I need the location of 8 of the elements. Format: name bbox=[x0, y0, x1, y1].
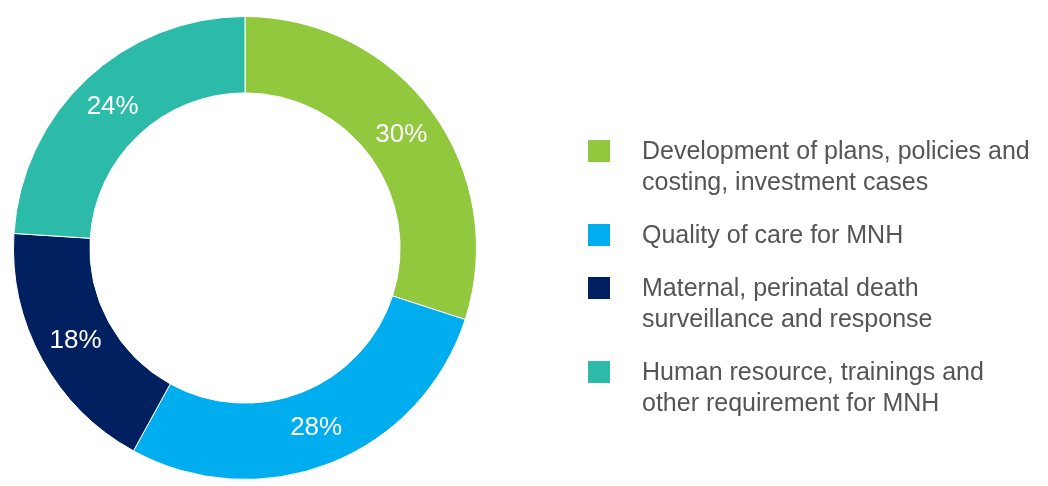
data-label: 24% bbox=[86, 90, 139, 121]
data-label: 30% bbox=[375, 117, 428, 148]
legend-label: Development of plans, policies and costing, investment cases bbox=[642, 135, 1031, 197]
data-label: 18% bbox=[49, 324, 102, 355]
data-label: 28% bbox=[290, 410, 343, 441]
legend-label: Human resource, trainings and other requirement for MNH bbox=[642, 356, 985, 418]
legend-label: Maternal, perinatal death surveillance and response bbox=[642, 272, 934, 334]
legend-label: Quality of care for MNH bbox=[642, 219, 905, 250]
